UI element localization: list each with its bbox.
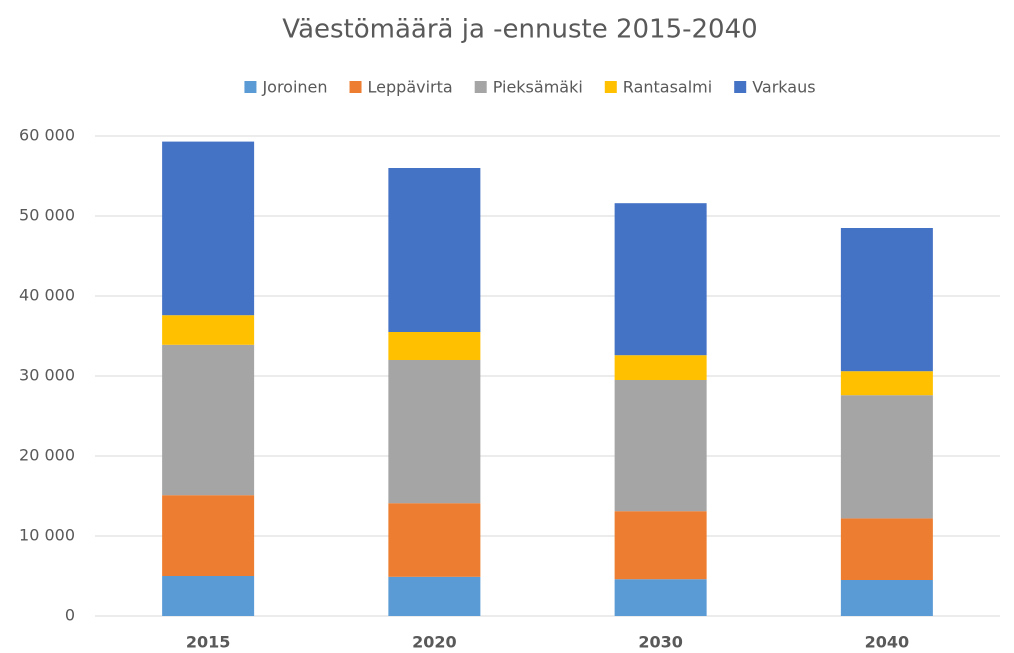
y-tick-label: 60 000 — [19, 126, 75, 145]
bar-segment — [388, 360, 481, 504]
bar-segment — [614, 380, 707, 512]
y-tick-label: 0 — [65, 606, 75, 625]
legend-label: Leppävirta — [368, 78, 453, 97]
x-tick-label: 2030 — [638, 633, 683, 652]
x-tick-label: 2020 — [412, 633, 457, 652]
bar-segment — [614, 203, 707, 356]
bar-segment — [840, 518, 933, 580]
legend-label: Rantasalmi — [623, 78, 712, 97]
chart-title: Väestömäärä ja -ennuste 2015-2040 — [282, 15, 757, 45]
legend-swatch — [734, 81, 747, 93]
bar-segment — [162, 576, 255, 616]
legend-label: Varkaus — [752, 78, 815, 97]
bar-segment — [840, 395, 933, 519]
bar-segment — [840, 580, 933, 616]
legend-swatch — [474, 81, 487, 93]
bar-segment — [162, 315, 255, 345]
legend-swatch — [244, 81, 257, 93]
x-tick-label: 2015 — [186, 633, 231, 652]
bar-segment — [614, 579, 707, 616]
legend-label: Joroinen — [261, 78, 327, 97]
x-tick-label: 2040 — [865, 633, 910, 652]
bar-segment — [614, 355, 707, 380]
y-tick-label: 10 000 — [19, 526, 75, 545]
bar-segment — [162, 495, 255, 576]
bar-segment — [614, 511, 707, 580]
bar-segment — [840, 371, 933, 396]
y-tick-label: 50 000 — [19, 206, 75, 225]
y-tick-label: 30 000 — [19, 366, 75, 385]
bar-segment — [840, 228, 933, 372]
bar-segment — [162, 141, 255, 316]
y-tick-label: 20 000 — [19, 446, 75, 465]
bar-segment — [388, 332, 481, 360]
bar-segment — [388, 168, 481, 332]
legend-swatch — [604, 81, 617, 93]
bar-segment — [388, 576, 481, 616]
legend-swatch — [349, 81, 362, 93]
y-tick-label: 40 000 — [19, 286, 75, 305]
legend-label: Pieksämäki — [493, 78, 583, 97]
bar-segment — [388, 503, 481, 577]
bar-segment — [162, 344, 255, 496]
